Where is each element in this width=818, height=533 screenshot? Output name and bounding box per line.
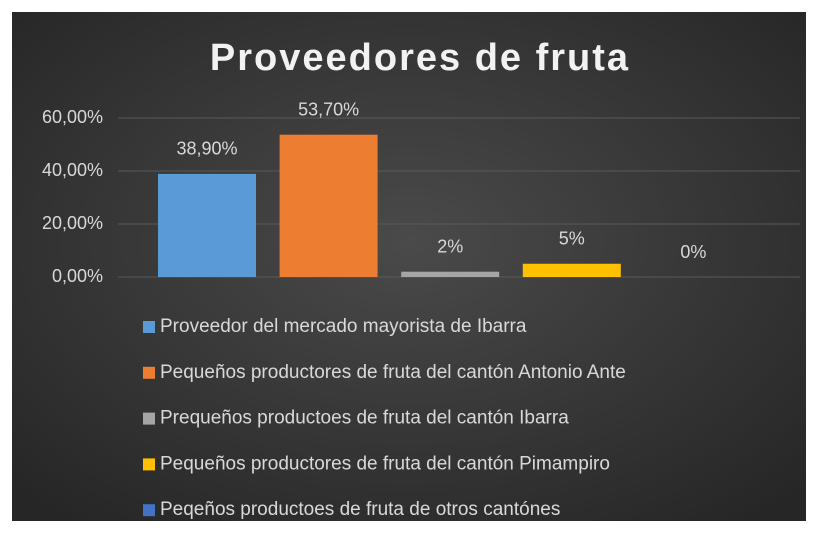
value-label: 0%	[680, 242, 706, 262]
value-label: 5%	[559, 229, 585, 249]
legend-swatch	[143, 412, 155, 425]
bar	[158, 173, 256, 277]
value-label: 2%	[437, 236, 463, 256]
legend-label: Pequeños productores de fruta del cantón…	[160, 453, 610, 474]
legend-swatch	[143, 504, 155, 517]
value-label: 53,70%	[298, 99, 359, 119]
legend-label: Prequeños productoes de fruta del cantón…	[160, 408, 569, 429]
y-tick-label: 40,00%	[42, 160, 103, 180]
legend-label: Peqeños productoes de fruta de otros can…	[160, 499, 560, 520]
legend-label: Proveedor del mercado mayorista de Ibarr…	[160, 316, 527, 337]
y-tick-label: 0,00%	[52, 266, 103, 286]
chart-background	[12, 12, 806, 521]
bar	[522, 263, 621, 277]
legend-swatch	[143, 458, 155, 471]
value-label: 38,90%	[176, 139, 237, 159]
y-tick-label: 20,00%	[42, 213, 103, 233]
bar	[279, 134, 378, 277]
legend-label: Pequeños productores de fruta del cantón…	[160, 362, 626, 383]
bar	[401, 271, 500, 277]
chart-title: Proveedores de fruta	[210, 37, 630, 79]
legend-swatch	[143, 321, 155, 333]
y-tick-label: 60,00%	[42, 107, 103, 127]
legend-swatch	[143, 366, 155, 379]
